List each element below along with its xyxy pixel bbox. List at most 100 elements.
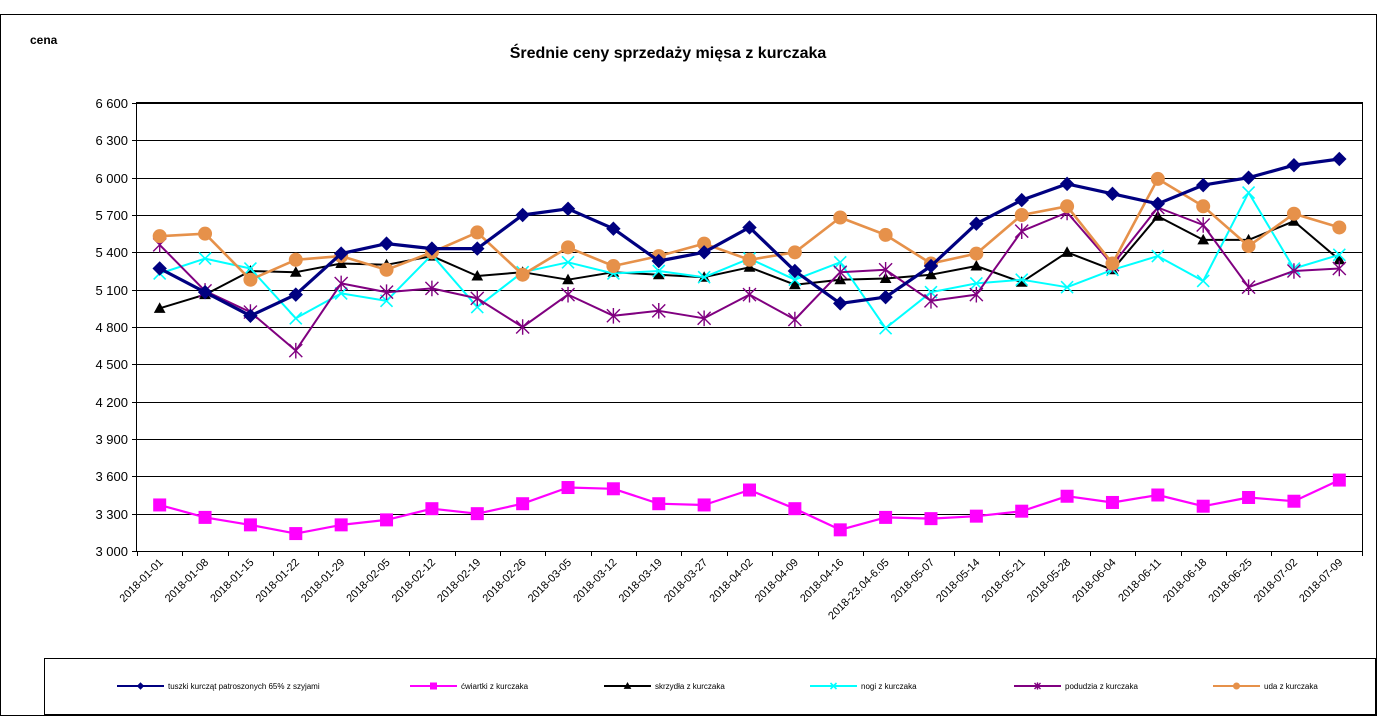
data-point: [1196, 499, 1210, 513]
data-point: [430, 682, 437, 690]
y-tick-label: 3 900: [95, 432, 128, 447]
data-point: [787, 245, 802, 260]
data-point: [288, 287, 304, 302]
data-point: [833, 523, 847, 537]
data-point: [1061, 246, 1073, 257]
data-point: [1233, 682, 1240, 690]
data-point: [1241, 239, 1256, 254]
data-point: [561, 286, 576, 303]
data-point: [1286, 158, 1302, 173]
data-point: [743, 483, 756, 497]
data-point: [970, 259, 983, 271]
data-point: [562, 273, 574, 285]
legend-label: nogi z kurczaka: [861, 682, 917, 691]
legend-label: uda z kurczaka: [1264, 682, 1318, 691]
data-point: [652, 497, 666, 511]
data-point: [1105, 186, 1120, 202]
data-point: [516, 497, 530, 511]
data-point: [1060, 280, 1074, 294]
data-point: [623, 681, 632, 689]
data-point: [470, 225, 485, 240]
data-point: [379, 284, 394, 300]
data-point: [879, 272, 892, 283]
data-point: [243, 308, 258, 324]
data-point: [788, 502, 802, 516]
data-point: [1332, 248, 1346, 262]
legend-item: tuszki kurcząt patroszonych 65% z szyjam…: [117, 682, 320, 691]
data-point: [606, 221, 621, 236]
data-point: [1287, 494, 1301, 508]
data-point: [243, 272, 258, 287]
series-6: [152, 171, 1347, 287]
data-point: [833, 210, 848, 225]
legend-item: podudzia z kurczaka: [1014, 682, 1138, 691]
data-point: [424, 241, 440, 256]
data-point: [152, 261, 167, 276]
data-point: [923, 293, 938, 309]
data-point: [334, 518, 348, 532]
data-point: [879, 321, 893, 335]
data-point: [1286, 263, 1301, 279]
data-point: [470, 507, 484, 521]
chart-title: Średnie ceny sprzedaży mięsa z kurczaka: [510, 43, 827, 62]
data-point: [198, 251, 212, 266]
data-point: [696, 245, 712, 260]
data-point: [243, 261, 257, 276]
data-point: [697, 498, 711, 512]
data-point: [560, 201, 576, 216]
data-point: [606, 259, 621, 274]
y-tick-label: 6 000: [95, 171, 128, 186]
legend-box: [44, 658, 1376, 715]
data-point: [379, 236, 394, 251]
data-point: [561, 255, 575, 269]
data-point: [470, 241, 485, 256]
data-point: [1060, 199, 1075, 214]
data-point: [1332, 473, 1346, 487]
data-point: [1332, 220, 1347, 235]
y-tick-label: 4 500: [95, 357, 128, 372]
data-point: [380, 513, 394, 527]
series-1: [152, 151, 1347, 324]
y-tick-label: 5 400: [95, 245, 128, 260]
data-point: [1059, 176, 1075, 192]
data-point: [1197, 233, 1210, 245]
y-tick-label: 5 100: [95, 283, 128, 298]
data-point: [697, 310, 712, 327]
data-point: [1196, 217, 1211, 233]
legend-items: tuszki kurcząt patroszonych 65% z szyjam…: [117, 681, 1318, 691]
data-point: [1286, 206, 1301, 221]
data-point: [1034, 682, 1041, 690]
data-point: [742, 252, 757, 267]
legend-label: tuszki kurcząt patroszonych 65% z szyjam…: [168, 682, 320, 691]
data-point: [1015, 504, 1029, 518]
data-point: [197, 284, 213, 300]
y-tick-label: 6 600: [95, 96, 128, 111]
y-tick-label: 3 300: [95, 507, 128, 522]
data-point: [1015, 273, 1029, 287]
y-tick-label: 6 300: [95, 133, 128, 148]
data-point: [470, 290, 485, 307]
y-tick-label: 3 600: [95, 469, 128, 484]
data-point: [878, 227, 893, 242]
data-point: [1151, 249, 1165, 263]
data-point: [333, 246, 349, 261]
data-point: [1151, 210, 1164, 221]
y-axis-unit-label: cena: [30, 33, 58, 47]
data-point: [1195, 177, 1211, 193]
series-2: [153, 473, 1346, 541]
y-tick-label: 3 000: [95, 544, 128, 559]
data-point: [289, 527, 303, 541]
data-point: [606, 308, 621, 324]
data-point: [969, 246, 984, 261]
data-point: [925, 268, 937, 280]
data-point: [288, 342, 303, 359]
data-point: [1241, 279, 1256, 295]
legend-item: nogi z kurczaka: [810, 682, 917, 691]
data-point: [334, 275, 349, 292]
legend-item: skrzydła z kurczaka: [604, 681, 725, 691]
data-point: [198, 226, 213, 241]
y-tick-label: 4 200: [95, 395, 128, 410]
data-point: [1014, 192, 1029, 208]
